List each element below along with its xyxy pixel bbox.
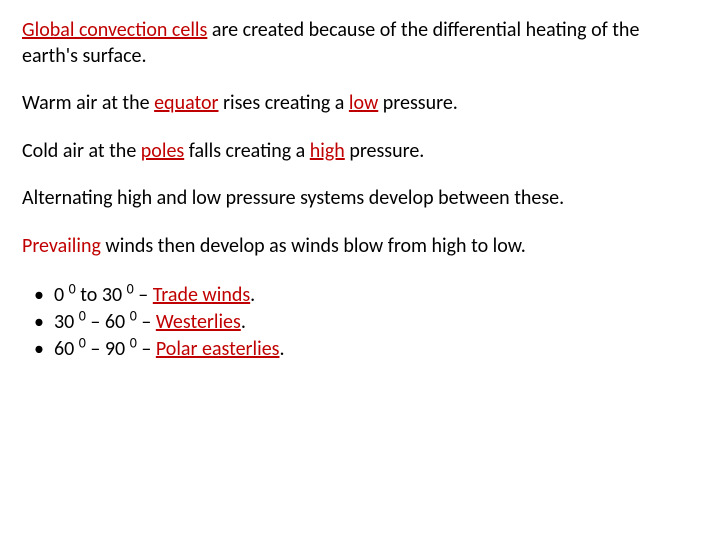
range-b1-a: 0: [54, 283, 69, 307]
range-b3-b: – 90: [86, 337, 130, 361]
wind-bands-list: 0 0 to 30 0 – Trade winds. 30 0 – 60 0 –…: [22, 282, 698, 363]
range-b2-a: 30: [54, 310, 79, 334]
term-global-convection-cells: Global convection cells: [22, 18, 207, 42]
text-p3-c: pressure.: [345, 139, 425, 163]
paragraph-poles: Cold air at the poles falls creating a h…: [22, 139, 698, 165]
end-b1: .: [250, 283, 255, 307]
text-p2-b: rises creating a: [219, 91, 349, 115]
wind-name-polar: Polar easterlies: [156, 337, 280, 361]
text-p3-a: Cold air at the: [22, 139, 141, 163]
degree-b3-1: 0: [79, 334, 86, 351]
term-equator: equator: [154, 91, 218, 115]
text-p2-a: Warm air at the: [22, 91, 154, 115]
end-b2: .: [241, 310, 246, 334]
wind-name-westerlies: Westerlies: [156, 310, 241, 334]
text-p4: Alternating high and low pressure system…: [22, 186, 564, 210]
term-high: high: [310, 139, 345, 163]
term-prevailing: Prevailing: [22, 234, 101, 258]
paragraph-alternating: Alternating high and low pressure system…: [22, 186, 698, 212]
degree-b1-1: 0: [69, 280, 76, 297]
degree-b2-2: 0: [130, 307, 137, 324]
dash-b2: –: [137, 310, 156, 334]
paragraph-equator: Warm air at the equator rises creating a…: [22, 91, 698, 117]
range-b1-b: to 30: [76, 283, 127, 307]
wind-name-trade: Trade winds: [153, 283, 250, 307]
paragraph-convection: Global convection cells are created beca…: [22, 18, 698, 69]
degree-b1-2: 0: [127, 280, 134, 297]
degree-b3-2: 0: [130, 334, 137, 351]
term-low: low: [349, 91, 378, 115]
text-p2-c: pressure.: [378, 91, 458, 115]
range-b2-b: – 60: [86, 310, 130, 334]
dash-b1: –: [134, 283, 153, 307]
list-item-trade-winds: 0 0 to 30 0 – Trade winds.: [34, 282, 698, 309]
list-item-polar-easterlies: 60 0 – 90 0 – Polar easterlies.: [34, 336, 698, 363]
paragraph-prevailing: Prevailing winds then develop as winds b…: [22, 234, 698, 260]
term-poles: poles: [141, 139, 184, 163]
range-b3-a: 60: [54, 337, 79, 361]
text-p5-rest: winds then develop as winds blow from hi…: [101, 234, 526, 258]
list-item-westerlies: 30 0 – 60 0 – Westerlies.: [34, 309, 698, 336]
degree-b2-1: 0: [79, 307, 86, 324]
text-p3-b: falls creating a: [184, 139, 310, 163]
end-b3: .: [279, 337, 284, 361]
dash-b3: –: [137, 337, 156, 361]
